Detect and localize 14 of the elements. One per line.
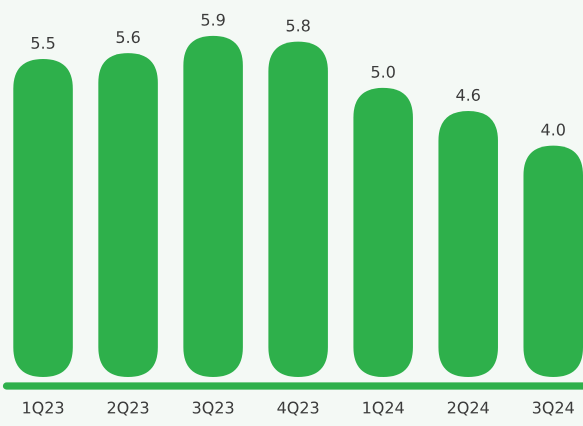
data-label: 5.9 — [202, 14, 225, 26]
x-tick-label: 1Q23 — [23, 402, 64, 416]
x-tick-label: 2Q23 — [108, 402, 148, 416]
x-tick-label: 2Q24 — [448, 402, 489, 416]
data-label: 5.6 — [116, 31, 140, 44]
data-label: 5.8 — [286, 19, 310, 32]
data-label: 4.6 — [456, 88, 480, 101]
data-label: 5.0 — [372, 66, 395, 78]
x-tick-label: 1Q24 — [363, 402, 404, 416]
x-tick-label: 3Q23 — [192, 402, 234, 416]
data-label: 4.0 — [541, 124, 565, 136]
x-tick-label: 4Q23 — [277, 402, 318, 416]
x-tick-label: 3Q24 — [532, 402, 574, 416]
data-label: 5.5 — [32, 37, 54, 49]
